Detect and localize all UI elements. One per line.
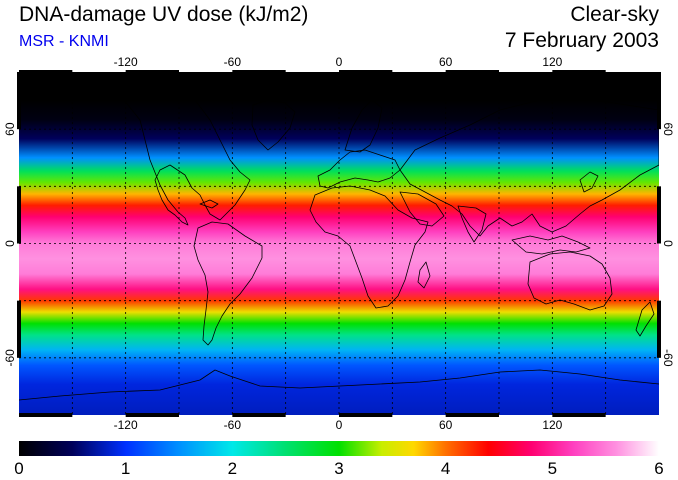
longitude-tick-label: 60 [439, 418, 453, 432]
longitude-tick-label: 60 [439, 55, 453, 69]
colorbar-tick-label: 2 [228, 459, 237, 478]
longitude-tick-label: -120 [114, 55, 138, 69]
coastline-japan [579, 171, 599, 193]
latitude-tick-label: 60 [661, 122, 675, 136]
coastline-asia [399, 97, 659, 237]
colorbar-tick-label: 5 [548, 459, 557, 478]
coastline-south-america [193, 221, 263, 346]
frame-tick-block [125, 70, 179, 74]
colorbar-tick-label: 1 [121, 459, 130, 478]
colorbar-ramp [19, 441, 659, 456]
frame-tick-block [445, 70, 499, 74]
coastline-africa [309, 185, 429, 309]
frame-tick-block [657, 186, 661, 244]
coastline-india [457, 205, 487, 243]
colorbar-tick-labels: 0 1 2 3 4 5 6 [14, 459, 663, 478]
coastline-greenland [251, 99, 296, 151]
frame-tick-block [657, 72, 661, 130]
frame-tick-block [232, 70, 286, 74]
coastline-madagascar [417, 261, 431, 289]
colorbar-tick-label: 4 [441, 459, 450, 478]
coastlines [19, 72, 659, 401]
coastline-new-zealand [635, 301, 655, 337]
latitude-tick-label: 0 [3, 240, 17, 247]
frame-tick-block [552, 413, 606, 417]
frame-tick-block [17, 300, 21, 358]
coastline-indonesia [511, 235, 591, 255]
coastline-australia [527, 251, 613, 311]
latitude-tick-label: -60 [661, 349, 675, 367]
map-frame-ticks [17, 70, 661, 417]
coastline-scandinavia [344, 99, 383, 153]
data-source-label: MSR - KNMI [19, 33, 109, 50]
frame-tick-block [125, 413, 179, 417]
sky-condition-label: Clear-sky [570, 3, 659, 26]
longitude-tick-label: -60 [224, 418, 242, 432]
frame-tick-block [232, 413, 286, 417]
frame-tick-block [17, 72, 21, 130]
longitude-tick-label: -120 [114, 418, 138, 432]
map-title: DNA-damage UV dose (kJ/m2) [19, 3, 309, 26]
colorbar-tick-label: 3 [334, 459, 343, 478]
coastline-arabia [399, 191, 445, 227]
longitude-tick-label: -60 [224, 55, 242, 69]
latitude-tick-label: 60 [3, 122, 17, 136]
map-panel: -120 -120 -60 -60 0 0 60 60 120 120 60 60 0 0 -60 -60 [3, 55, 675, 432]
date-label: 7 February 2003 [504, 29, 659, 52]
frame-tick-block [17, 186, 21, 244]
frame-tick-block [552, 70, 606, 74]
latitude-tick-label: -60 [3, 349, 17, 367]
coastline-europe [317, 149, 401, 189]
colorbar-tick-label: 6 [654, 459, 663, 478]
coastline-north-america [79, 72, 251, 226]
frame-tick-block [445, 413, 499, 417]
longitude-tick-label: 120 [542, 418, 562, 432]
longitude-tick-label: 0 [336, 55, 343, 69]
frame-tick-block [19, 413, 73, 417]
coastline-antarctica [19, 369, 659, 401]
frame-tick-block [339, 70, 393, 74]
graticule [19, 72, 659, 415]
frame-tick-block [657, 300, 661, 358]
frame-tick-block [339, 413, 393, 417]
longitude-tick-label: 120 [542, 55, 562, 69]
frame-tick-block [19, 70, 73, 74]
colorbar: 0 1 2 3 4 5 6 [14, 441, 664, 478]
longitude-tick-label: 0 [336, 418, 343, 432]
coastline-caribbean [199, 199, 219, 209]
latitude-tick-label: 0 [661, 240, 675, 247]
colorbar-tick-label: 0 [14, 459, 23, 478]
map-axis-labels: -120 -120 -60 -60 0 0 60 60 120 120 60 60 0 0 -60 -60 [3, 55, 675, 432]
